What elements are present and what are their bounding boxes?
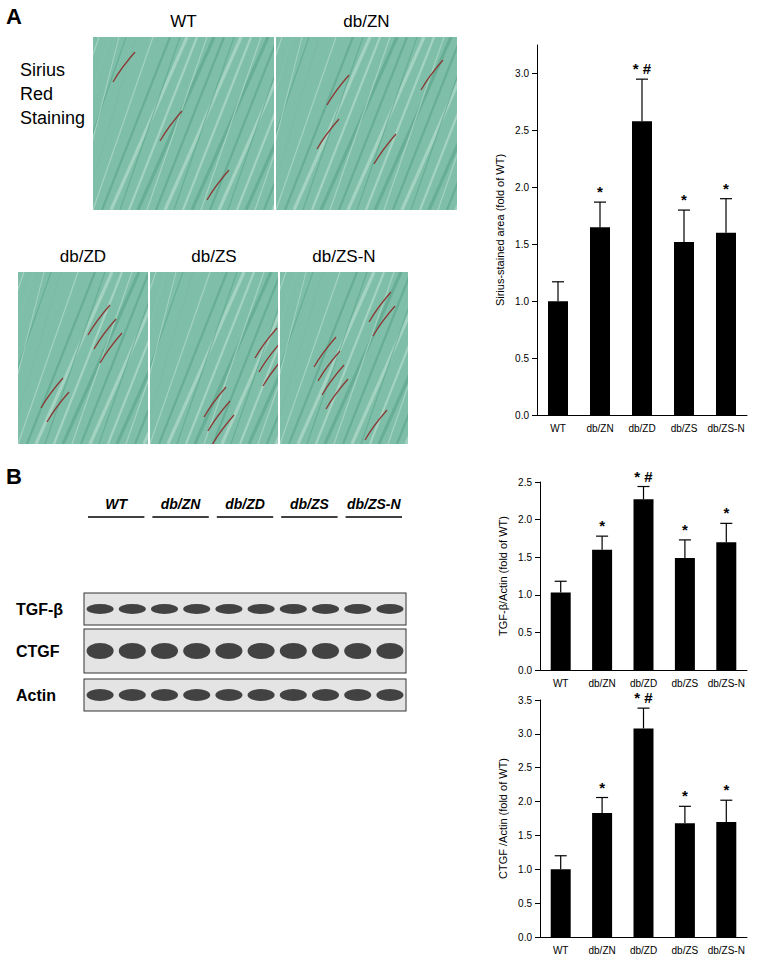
svg-text:*: * [682,787,688,804]
svg-text:db/ZD: db/ZD [60,247,106,266]
svg-text:0.0: 0.0 [515,410,529,421]
svg-text:* #: * # [633,60,652,77]
svg-text:A: A [6,4,22,29]
svg-text:db/ZN: db/ZN [343,12,389,31]
svg-text:2.0: 2.0 [515,182,529,193]
svg-text:db/ZD: db/ZD [630,678,657,689]
svg-text:2.5: 2.5 [518,762,532,773]
svg-text:*: * [681,191,687,208]
svg-text:db/ZD: db/ZD [630,945,657,956]
svg-text:2.5: 2.5 [515,125,529,136]
svg-text:B: B [6,464,22,489]
svg-text:db/ZS: db/ZS [671,423,698,434]
svg-text:db/ZN: db/ZN [161,496,202,512]
svg-text:WT: WT [553,945,569,956]
svg-text:db/ZS-N: db/ZS-N [708,678,745,689]
svg-text:2.5: 2.5 [518,477,532,488]
svg-text:*: * [597,183,603,200]
svg-text:*: * [599,779,605,796]
svg-text:1.0: 1.0 [518,864,532,875]
svg-text:1.0: 1.0 [515,296,529,307]
svg-text:* #: * # [634,468,653,485]
svg-text:db/ZS: db/ZS [191,247,236,266]
svg-text:db/ZS: db/ZS [672,678,699,689]
svg-text:Actin: Actin [16,687,56,704]
svg-text:db/ZD: db/ZD [628,423,655,434]
svg-text:WT: WT [553,678,569,689]
svg-text:Sirius: Sirius [20,60,65,80]
svg-text:*: * [723,504,729,521]
svg-text:db/ZD: db/ZD [225,496,265,512]
svg-text:1.5: 1.5 [518,830,532,841]
svg-text:db/ZS-N: db/ZS-N [707,423,744,434]
svg-text:*: * [682,521,688,538]
svg-text:db/ZN: db/ZN [588,945,615,956]
svg-text:Red: Red [20,84,53,104]
svg-text:0.5: 0.5 [518,898,532,909]
svg-text:Sirius-stained area (fold of W: Sirius-stained area (fold of WT) [494,154,506,306]
svg-text:db/ZS: db/ZS [290,496,330,512]
svg-text:3.0: 3.0 [515,68,529,79]
svg-text:db/ZS-N: db/ZS-N [708,945,745,956]
svg-text:2.0: 2.0 [518,796,532,807]
svg-text:WT: WT [170,12,196,31]
svg-text:3.5: 3.5 [518,695,532,706]
svg-text:CTGF /Actin (fold of WT): CTGF /Actin (fold of WT) [497,758,509,879]
svg-text:0.5: 0.5 [515,353,529,364]
svg-text:TGF-β: TGF-β [16,601,63,618]
svg-text:0.0: 0.0 [518,665,532,676]
svg-text:CTGF: CTGF [16,643,60,660]
svg-text:TGF-β/Actin (fold of WT): TGF-β/Actin (fold of WT) [497,516,509,636]
svg-text:Staining: Staining [20,108,85,128]
svg-text:WT: WT [550,423,566,434]
svg-text:1.5: 1.5 [515,239,529,250]
svg-text:3.0: 3.0 [518,728,532,739]
svg-text:0.0: 0.0 [518,932,532,943]
svg-text:db/ZS-N: db/ZS-N [347,496,402,512]
svg-text:* #: * # [634,689,653,706]
svg-text:1.0: 1.0 [518,589,532,600]
svg-text:*: * [599,517,605,534]
svg-text:*: * [723,180,729,197]
svg-text:db/ZS-N: db/ZS-N [312,247,375,266]
svg-text:WT: WT [105,496,128,512]
svg-text:0.5: 0.5 [518,627,532,638]
svg-text:*: * [723,781,729,798]
svg-text:db/ZN: db/ZN [586,423,613,434]
svg-text:1.5: 1.5 [518,552,532,563]
svg-text:db/ZS: db/ZS [672,945,699,956]
svg-text:db/ZN: db/ZN [588,678,615,689]
svg-text:2.0: 2.0 [518,514,532,525]
